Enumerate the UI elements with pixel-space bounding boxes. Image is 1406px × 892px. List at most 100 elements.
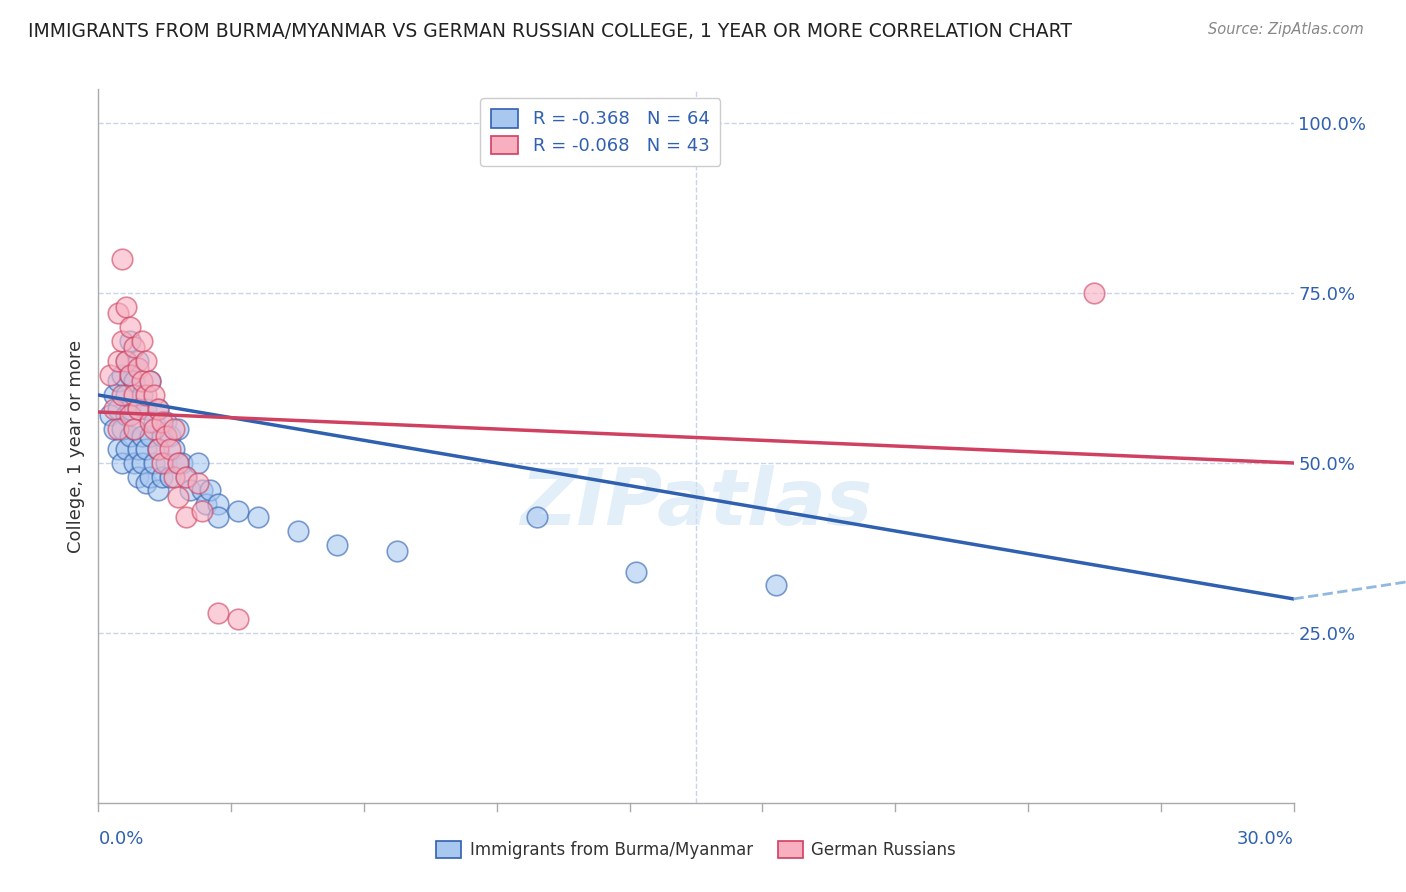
Point	[1083, 286, 1105, 301]
Point	[103, 388, 125, 402]
Point	[111, 252, 134, 266]
Point	[131, 429, 153, 443]
Point	[207, 510, 229, 524]
Point	[115, 354, 138, 368]
Point	[131, 456, 153, 470]
Point	[127, 401, 149, 416]
Point	[131, 334, 153, 348]
Point	[155, 456, 177, 470]
Point	[187, 476, 209, 491]
Point	[155, 429, 177, 443]
Point	[179, 483, 201, 498]
Point	[139, 469, 162, 483]
Point	[326, 537, 349, 551]
Text: IMMIGRANTS FROM BURMA/MYANMAR VS GERMAN RUSSIAN COLLEGE, 1 YEAR OR MORE CORRELAT: IMMIGRANTS FROM BURMA/MYANMAR VS GERMAN …	[28, 22, 1073, 41]
Point	[150, 456, 173, 470]
Point	[107, 422, 129, 436]
Point	[163, 469, 186, 483]
Point	[127, 442, 149, 457]
Point	[139, 415, 162, 429]
Point	[111, 368, 134, 382]
Point	[159, 442, 181, 457]
Text: ZIPatlas: ZIPatlas	[520, 465, 872, 541]
Point	[111, 456, 134, 470]
Point	[150, 429, 173, 443]
Point	[120, 409, 142, 423]
Text: 0.0%: 0.0%	[98, 830, 143, 848]
Point	[143, 456, 166, 470]
Point	[111, 334, 134, 348]
Point	[191, 483, 214, 498]
Point	[103, 401, 125, 416]
Point	[107, 401, 129, 416]
Point	[163, 442, 186, 457]
Point	[107, 442, 129, 457]
Point	[163, 422, 186, 436]
Point	[155, 415, 177, 429]
Point	[111, 388, 134, 402]
Point	[124, 375, 146, 389]
Point	[124, 341, 146, 355]
Point	[187, 456, 209, 470]
Point	[135, 442, 157, 457]
Point	[120, 320, 142, 334]
Point	[159, 469, 181, 483]
Point	[207, 606, 229, 620]
Point	[385, 544, 409, 558]
Point	[174, 510, 197, 524]
Point	[148, 401, 170, 416]
Point	[124, 388, 146, 402]
Point	[127, 360, 149, 375]
Text: 30.0%: 30.0%	[1237, 830, 1294, 848]
Legend: R = -0.368   N = 64, R = -0.068   N = 43: R = -0.368 N = 64, R = -0.068 N = 43	[481, 98, 720, 166]
Point	[167, 456, 190, 470]
Point	[127, 354, 149, 368]
Point	[115, 300, 138, 314]
Point	[98, 409, 122, 423]
Point	[287, 524, 309, 538]
Point	[120, 334, 142, 348]
Point	[115, 388, 138, 402]
Point	[143, 422, 166, 436]
Point	[195, 497, 218, 511]
Y-axis label: College, 1 year or more: College, 1 year or more	[66, 340, 84, 552]
Point	[111, 422, 134, 436]
Point	[148, 442, 170, 457]
Point	[115, 442, 138, 457]
Point	[135, 354, 157, 368]
Point	[127, 469, 149, 483]
Point	[120, 368, 142, 382]
Point	[174, 469, 197, 483]
Point	[103, 422, 125, 436]
Point	[120, 429, 142, 443]
Point	[143, 388, 166, 402]
Point	[107, 306, 129, 320]
Point	[131, 388, 153, 402]
Point	[226, 612, 249, 626]
Point	[124, 456, 146, 470]
Point	[139, 375, 162, 389]
Point	[124, 422, 146, 436]
Point	[115, 354, 138, 368]
Point	[626, 565, 648, 579]
Point	[167, 422, 190, 436]
Point	[107, 375, 129, 389]
Point	[150, 469, 173, 483]
Point	[148, 401, 170, 416]
Point	[172, 456, 194, 470]
Point	[167, 456, 190, 470]
Point	[246, 510, 269, 524]
Point	[124, 422, 146, 436]
Point	[150, 415, 173, 429]
Point	[143, 415, 166, 429]
Point	[191, 503, 214, 517]
Point	[148, 483, 170, 498]
Point	[120, 368, 142, 382]
Point	[115, 409, 138, 423]
Point	[159, 429, 181, 443]
Point	[207, 497, 229, 511]
Point	[148, 442, 170, 457]
Point	[135, 388, 157, 402]
Point	[127, 401, 149, 416]
Point	[226, 503, 249, 517]
